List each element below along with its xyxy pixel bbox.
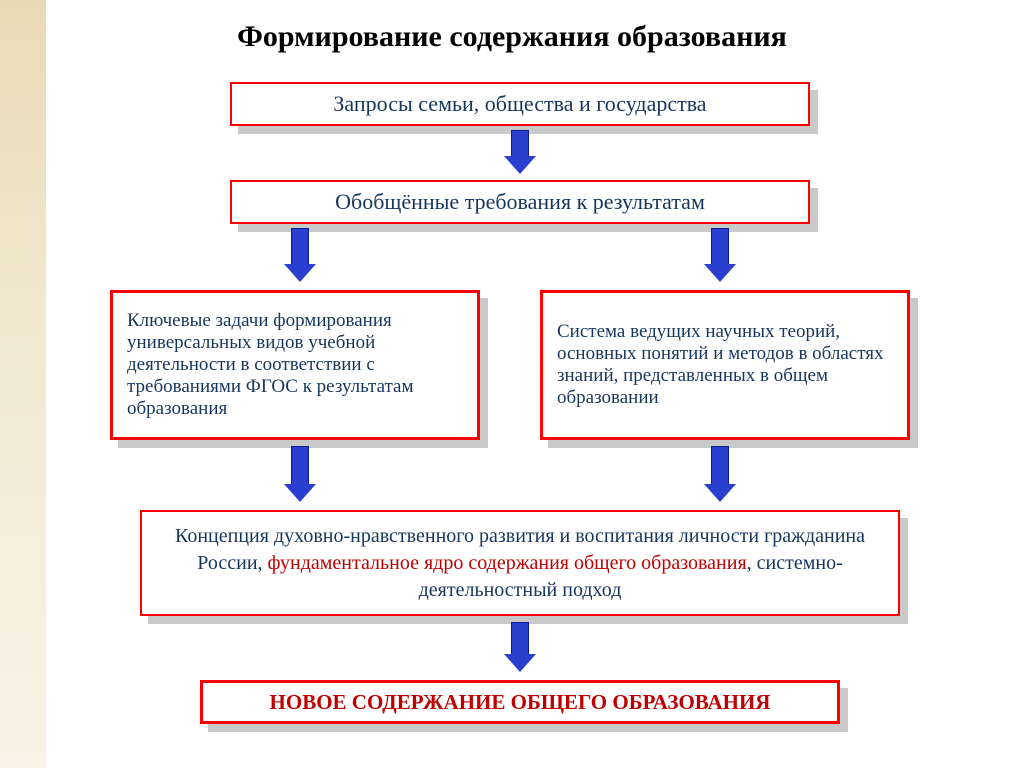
decorative-left-strip [0,0,46,768]
box-requests-text: Запросы семьи, общества и государства [246,91,794,117]
box-theories-text: Система ведущих научных теорий, основных… [557,321,893,409]
arrow-down-icon [280,228,320,282]
arrow-down-icon [500,130,540,174]
box-key-tasks: Ключевые задачи формирования универсальн… [110,290,480,440]
box-requirements: Обобщённые требования к результатам [230,180,810,224]
arrow-down-icon [700,228,740,282]
arrow-down-icon [700,446,740,502]
box-key-tasks-text: Ключевые задачи формирования универсальн… [127,310,463,420]
box-concept-text: Концепция духовно-нравственного развития… [156,523,884,604]
arrow-down-icon [500,622,540,672]
box-new-content: НОВОЕ СОДЕРЖАНИЕ ОБЩЕГО ОБРАЗОВАНИЯ [200,680,840,724]
arrow-down-icon [280,446,320,502]
box-concept: Концепция духовно-нравственного развития… [140,510,900,616]
box-requests: Запросы семьи, общества и государства [230,82,810,126]
box-requirements-text: Обобщённые требования к результатам [246,189,794,215]
box-new-content-text: НОВОЕ СОДЕРЖАНИЕ ОБЩЕГО ОБРАЗОВАНИЯ [217,690,823,715]
box-theories: Система ведущих научных теорий, основных… [540,290,910,440]
page-title: Формирование содержания образования [0,20,1024,54]
concept-part2: фундаментальное ядро содержания общего о… [268,552,747,574]
